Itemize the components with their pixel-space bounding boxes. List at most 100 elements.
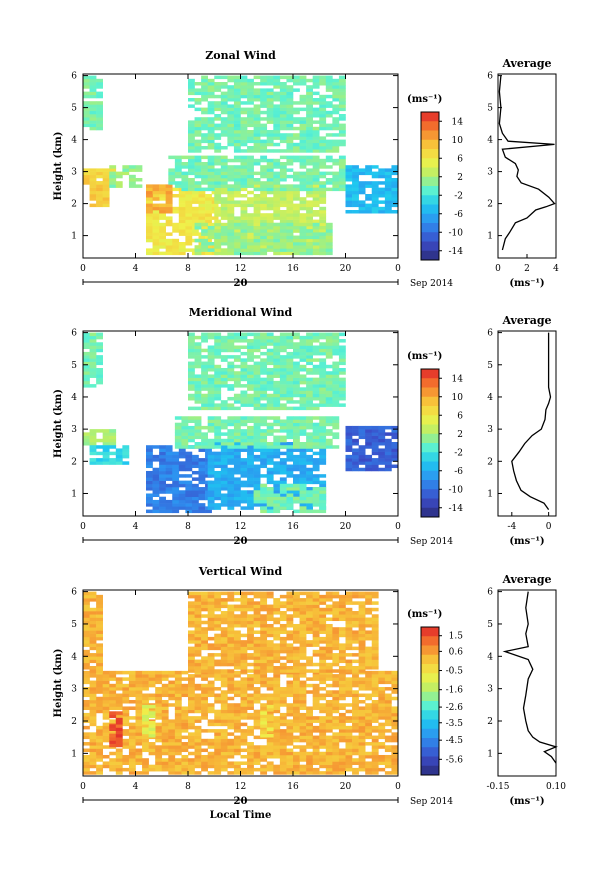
heatmap-cell [266,643,274,647]
heatmap-cell [325,332,333,337]
heatmap-cell [201,396,208,401]
heatmap-cell [345,210,353,214]
heatmap-cell [185,509,193,514]
heatmap-cell [391,187,399,192]
heatmap-cell [279,396,287,401]
heatmap-cell [312,480,320,485]
heatmap-cell [227,133,235,137]
heatmap-cell [142,771,149,775]
heatmap-cell [352,184,359,188]
heatmap-cell [155,680,163,685]
heatmap-cell [312,213,320,217]
heatmap-cell [178,203,186,208]
heatmap-cell [83,107,90,112]
heatmap-cell [293,499,300,504]
heatmap-cell [201,761,208,765]
heatmap-cell [83,656,90,660]
colorbar-step [421,130,439,141]
heatmap-cell [96,677,103,681]
heatmap-cell [345,448,353,452]
heatmap-cell [319,709,327,714]
heatmap-cell [273,633,281,638]
heatmap-cell [358,716,366,720]
heatmap-cell [220,374,228,378]
heatmap-cell [240,716,248,720]
heatmap-cell [207,345,215,349]
heatmap-cell [233,690,241,694]
heatmap-cell [227,761,235,765]
heatmap-cell [266,738,274,743]
heatmap-cell [122,171,130,176]
heatmap-cell [194,174,202,179]
heatmap-cell [247,767,254,772]
heatmap-cell [214,142,222,147]
heatmap-cell [194,429,202,433]
heatmap-cell [273,232,281,236]
heatmap-cell [227,483,235,488]
heatmap-cell [178,461,186,465]
heatmap-cell [188,636,195,641]
heatmap-cell [178,190,186,195]
heatmap-cell [165,210,173,214]
heatmap-cell [214,640,222,644]
heatmap-cell [260,432,268,436]
heatmap-cell [293,400,300,404]
heatmap-cell [391,761,399,765]
heatmap-cell [233,693,241,698]
heatmap-cell [181,748,189,753]
heatmap-cell [102,181,110,185]
heatmap-cell [358,210,366,214]
heatmap-cell [174,438,182,443]
heatmap-cell [325,712,333,717]
heatmap-cell [220,636,228,641]
heatmap-cell [384,203,392,208]
heatmap-cell [319,78,327,83]
heatmap-cell [371,680,379,685]
heatmap-cell [240,384,248,388]
heatmap-cell [253,666,261,670]
heatmap-cell [207,348,215,353]
heatmap-cell [168,725,176,730]
heatmap-cell [286,748,294,753]
heatmap-cell [240,162,248,166]
heatmap-cell [332,335,340,340]
heatmap-cell [233,416,241,420]
heatmap-cell [279,197,287,201]
heatmap-cell [260,396,268,401]
heatmap-cell [286,653,294,657]
heatmap-cell [165,483,173,488]
heatmap-cell [159,461,166,465]
heatmap-cell [293,716,300,720]
heatmap-cell [161,725,169,730]
heatmap-cell [279,380,287,385]
heatmap-cell [319,377,327,382]
heatmap-cell [240,194,248,198]
heatmap-cell [325,158,333,163]
heatmap-cell [233,503,241,507]
heatmap-cell [312,725,320,730]
heatmap-cell [96,197,103,201]
heatmap-cell [273,123,281,128]
heatmap-cell [240,690,248,694]
heatmap-cell [279,419,287,423]
heatmap-cell [338,761,346,765]
heatmap-cell [89,448,97,452]
heatmap-cell [286,101,294,105]
heatmap-cell [319,248,327,252]
heatmap-cell [194,335,202,340]
heatmap-cell [312,98,320,102]
heatmap-cell [253,623,261,628]
heatmap-cell [352,748,359,753]
heatmap-cell [220,162,228,166]
heatmap-cell [384,699,392,704]
heatmap-cell [247,598,254,602]
heatmap-cell [159,454,166,459]
heatmap-cell [233,716,241,720]
heatmap-cell [293,761,300,765]
heatmap-cell [102,445,110,449]
heatmap-cell [198,194,206,198]
heatmap-cell [273,133,281,137]
heatmap-cell [266,78,274,83]
heatmap-cell [89,451,97,456]
